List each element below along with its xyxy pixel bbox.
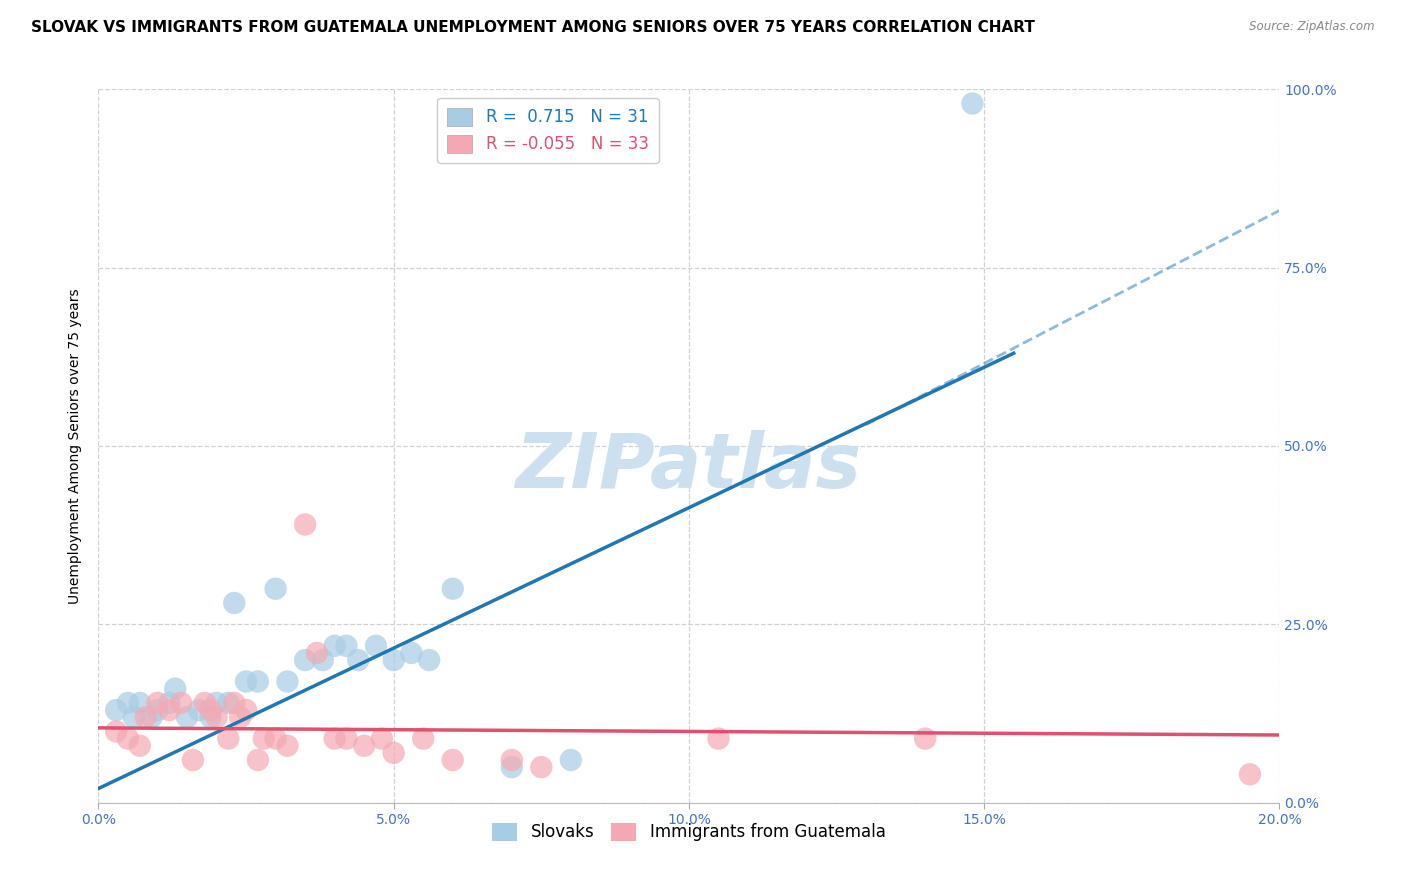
Point	[141, 710, 163, 724]
Point	[418, 653, 440, 667]
Point	[246, 753, 269, 767]
Point	[128, 696, 150, 710]
Point	[276, 739, 298, 753]
Point	[105, 703, 128, 717]
Point	[105, 724, 128, 739]
Point	[157, 703, 180, 717]
Point	[165, 681, 187, 696]
Point	[560, 753, 582, 767]
Point	[253, 731, 276, 746]
Point	[181, 753, 204, 767]
Point	[501, 760, 523, 774]
Point	[200, 710, 222, 724]
Text: SLOVAK VS IMMIGRANTS FROM GUATEMALA UNEMPLOYMENT AMONG SENIORS OVER 75 YEARS COR: SLOVAK VS IMMIGRANTS FROM GUATEMALA UNEM…	[31, 20, 1035, 35]
Point	[187, 703, 209, 717]
Point	[170, 696, 193, 710]
Point	[276, 674, 298, 689]
Y-axis label: Unemployment Among Seniors over 75 years: Unemployment Among Seniors over 75 years	[69, 288, 83, 604]
Text: Source: ZipAtlas.com: Source: ZipAtlas.com	[1250, 20, 1375, 33]
Point	[401, 646, 423, 660]
Point	[122, 710, 145, 724]
Point	[224, 696, 246, 710]
Point	[323, 639, 346, 653]
Point	[707, 731, 730, 746]
Point	[501, 753, 523, 767]
Point	[382, 653, 405, 667]
Point	[914, 731, 936, 746]
Point	[347, 653, 370, 667]
Point	[441, 582, 464, 596]
Point	[224, 596, 246, 610]
Legend: Slovaks, Immigrants from Guatemala: Slovaks, Immigrants from Guatemala	[486, 816, 891, 848]
Point	[441, 753, 464, 767]
Point	[176, 710, 198, 724]
Point	[264, 582, 287, 596]
Point	[1239, 767, 1261, 781]
Point	[146, 696, 169, 710]
Point	[235, 703, 257, 717]
Point	[157, 696, 180, 710]
Point	[335, 731, 357, 746]
Point	[146, 703, 169, 717]
Text: ZIPatlas: ZIPatlas	[516, 431, 862, 504]
Point	[235, 674, 257, 689]
Point	[305, 646, 328, 660]
Point	[323, 731, 346, 746]
Point	[364, 639, 387, 653]
Point	[217, 696, 239, 710]
Point	[205, 696, 228, 710]
Point	[294, 517, 316, 532]
Point	[217, 731, 239, 746]
Point	[128, 739, 150, 753]
Point	[246, 674, 269, 689]
Point	[382, 746, 405, 760]
Point	[194, 696, 217, 710]
Point	[412, 731, 434, 746]
Point	[200, 703, 222, 717]
Point	[135, 710, 157, 724]
Point	[294, 653, 316, 667]
Point	[530, 760, 553, 774]
Point	[229, 710, 252, 724]
Point	[312, 653, 335, 667]
Point	[117, 696, 139, 710]
Point	[205, 710, 228, 724]
Point	[962, 96, 984, 111]
Point	[371, 731, 394, 746]
Point	[353, 739, 375, 753]
Point	[335, 639, 357, 653]
Point	[117, 731, 139, 746]
Point	[264, 731, 287, 746]
